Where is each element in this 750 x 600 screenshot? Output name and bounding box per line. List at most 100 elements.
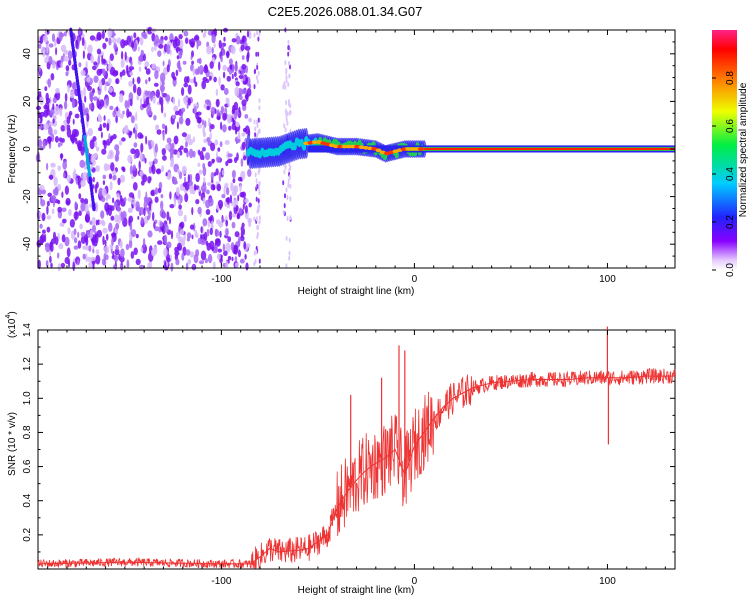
noise-blob — [87, 44, 93, 54]
noise-blob — [182, 182, 187, 188]
noise-blob — [181, 252, 185, 261]
y-tick-label: 0.2 — [22, 527, 33, 541]
noise-blob — [283, 169, 286, 175]
noise-blob — [254, 132, 257, 138]
noise-blob — [258, 128, 261, 134]
noise-blob — [63, 31, 67, 37]
noise-blob — [157, 240, 163, 245]
x-tick-label: 0 — [412, 576, 418, 587]
noise-blob — [241, 141, 246, 150]
noise-blob — [209, 132, 212, 140]
noise-blob — [86, 77, 91, 83]
y-tick-label: 1.4 — [22, 323, 33, 337]
noise-blob — [135, 258, 141, 266]
noise-blob — [130, 148, 136, 155]
noise-blob — [202, 166, 207, 177]
noise-blob — [162, 211, 166, 219]
noise-blob — [157, 50, 162, 57]
noise-blob — [36, 105, 42, 111]
noise-blob — [244, 198, 249, 203]
noise-blob — [166, 241, 172, 249]
noise-blob — [241, 88, 247, 95]
noise-blob — [135, 233, 139, 239]
noise-blob — [243, 75, 246, 82]
noise-blob — [248, 30, 252, 40]
noise-blob — [284, 164, 287, 170]
noise-blob — [225, 97, 229, 103]
noise-blob — [132, 182, 138, 191]
noise-blob — [231, 123, 236, 131]
noise-blob — [210, 106, 216, 116]
noise-blob — [38, 43, 42, 49]
noise-blob — [137, 46, 140, 52]
noise-blob — [198, 186, 201, 192]
noise-blob — [232, 186, 237, 196]
noise-blob — [153, 44, 157, 52]
noise-blob — [258, 190, 261, 196]
noise-blob — [289, 109, 292, 115]
noise-blob — [241, 55, 245, 60]
noise-blob — [142, 174, 148, 183]
noise-blob — [176, 55, 180, 60]
noise-blob — [68, 59, 72, 66]
noise-blob — [234, 156, 238, 164]
carrier-peak — [341, 144, 348, 149]
noise-blob — [105, 233, 109, 241]
noise-blob — [206, 45, 212, 55]
noise-blob — [193, 106, 197, 115]
noise-blob — [227, 236, 232, 243]
noise-blob — [128, 66, 135, 71]
noise-blob — [113, 43, 118, 50]
noise-blob — [49, 109, 52, 117]
noise-blob — [204, 64, 208, 71]
noise-blob — [84, 203, 89, 213]
noise-blob — [181, 165, 187, 175]
noise-blob — [54, 136, 59, 143]
carrier-peak — [424, 147, 675, 150]
noise-blob — [46, 215, 52, 220]
noise-blob — [257, 117, 260, 123]
noise-blob — [202, 218, 208, 227]
noise-blob — [162, 131, 165, 141]
noise-blob — [253, 32, 256, 38]
noise-blob — [102, 227, 108, 234]
noise-blob — [153, 82, 159, 87]
noise-blob — [177, 168, 181, 175]
noise-blob — [140, 142, 144, 153]
noise-blob — [41, 212, 46, 222]
noise-blob — [234, 71, 237, 78]
noise-blob — [208, 216, 213, 221]
noise-blob — [80, 197, 85, 204]
noise-blob — [55, 47, 58, 56]
noise-blob — [147, 207, 150, 215]
noise-blob — [109, 135, 114, 141]
noise-blob — [138, 55, 144, 62]
noise-blob — [63, 100, 68, 110]
noise-blob — [211, 34, 216, 44]
noise-blob — [198, 169, 203, 175]
noise-blob — [128, 207, 132, 213]
noise-blob — [121, 69, 126, 76]
noise-blob — [234, 86, 240, 97]
noise-blob — [197, 206, 202, 215]
noise-blob — [44, 57, 49, 64]
noise-blob — [128, 92, 134, 102]
spectrogram-plot: -100 0 100 -40 -20 0 20 40 Height of straight … — [7, 26, 676, 297]
noise-blob — [114, 70, 119, 76]
noise-blob — [256, 231, 259, 237]
noise-blob — [52, 103, 55, 111]
noise-blob — [39, 223, 43, 229]
snr-y-label: SNR (10 * v/v) — [7, 412, 18, 476]
noise-blob — [192, 67, 195, 76]
noise-blob — [90, 154, 96, 164]
noise-blob — [107, 27, 113, 38]
noise-blob — [156, 129, 162, 135]
noise-blob — [128, 111, 132, 117]
y-tick-label: 0.8 — [22, 425, 33, 439]
noise-blob — [285, 100, 288, 106]
colorbar-scale — [712, 30, 737, 270]
noise-blob — [246, 30, 250, 38]
snr-y-multiplier: (x104) — [5, 311, 18, 338]
noise-blob — [78, 210, 82, 217]
noise-blob — [210, 124, 215, 130]
